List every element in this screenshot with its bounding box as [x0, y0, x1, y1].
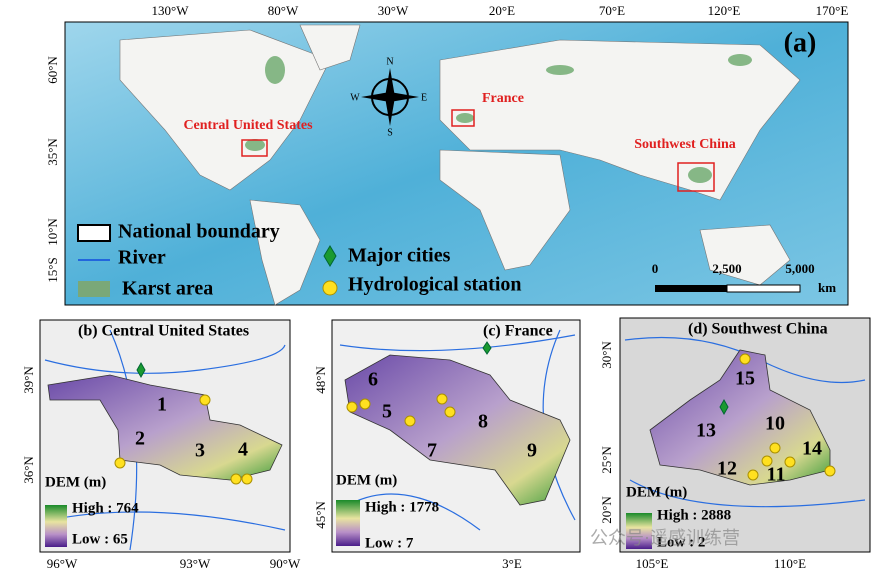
lon-tick-label: 30°W	[378, 3, 409, 18]
dem-bars	[45, 500, 652, 549]
legend-label: Major cities	[348, 245, 451, 267]
lon-tick-label: 90°W	[270, 556, 301, 571]
dem-low: Low : 65	[72, 531, 128, 547]
panel-label: (a)	[784, 27, 817, 58]
lon-tick-label: 93°W	[180, 556, 211, 571]
lon-tick-label: 20°E	[489, 3, 515, 18]
basin-number: 3	[195, 440, 205, 462]
dem-high: High : 1778	[365, 499, 439, 515]
basin-number: 9	[527, 440, 537, 462]
lat-tick-label: 20°N	[599, 496, 614, 524]
lat-tick-label: 30°N	[599, 341, 614, 369]
lon-tick-label: 120°E	[708, 3, 741, 18]
dem-title: DEM (m)	[45, 474, 106, 490]
dem-title: DEM (m)	[626, 484, 687, 500]
scale-label: 0	[652, 261, 659, 276]
legend-label: Karst area	[122, 278, 213, 300]
lon-tick-label: 105°E	[636, 556, 669, 571]
lat-tick-label: 35°N	[45, 138, 60, 166]
basin-number: 8	[478, 411, 488, 433]
lat-tick-label: 45°N	[313, 501, 328, 529]
region-boxes	[241, 109, 715, 192]
legend-label: National boundary	[118, 221, 280, 243]
lon-tick-label: 80°W	[268, 3, 299, 18]
region-label: Southwest China	[634, 137, 736, 152]
lon-tick-label: 3°E	[502, 556, 522, 571]
panel-title: (d) Southwest China	[688, 321, 828, 338]
lat-tick-label: 36°N	[21, 456, 36, 484]
basin-number: 6	[368, 369, 378, 391]
lon-tick-label: 170°E	[816, 3, 849, 18]
panel-title: (c) France	[483, 323, 553, 340]
watermark: 公众号·遥感训练营	[590, 528, 740, 548]
lat-tick-label: 39°N	[21, 366, 36, 394]
lat-tick-label: 48°N	[313, 366, 328, 394]
legend-label: Hydrological station	[348, 274, 522, 296]
basin-number: 11	[767, 464, 786, 486]
region-label: France	[482, 91, 524, 106]
panel-title: (b) Central United States	[78, 323, 249, 340]
scale-unit: km	[818, 280, 836, 295]
lat-tick-label: 10°N	[45, 218, 60, 246]
basin-number: 4	[238, 439, 248, 461]
compass-letter: W	[350, 92, 360, 103]
lon-tick-label: 96°W	[47, 556, 78, 571]
karst-areas	[245, 54, 752, 183]
region-label: Central United States	[183, 118, 313, 133]
basin-number: 12	[717, 458, 737, 480]
dem-high: High : 764	[72, 500, 139, 516]
lat-tick-label: 15°S	[45, 257, 60, 282]
compass-letter: N	[386, 56, 393, 67]
basin-number: 14	[802, 438, 822, 460]
scale-label: 5,000	[785, 261, 814, 276]
scale-label: 2,500	[712, 261, 741, 276]
cities	[136, 341, 729, 416]
compass-letter: S	[387, 127, 393, 138]
compass-letter: E	[421, 92, 427, 103]
lat-tick-label: 60°N	[45, 56, 60, 84]
basins	[47, 349, 831, 506]
basin-number: 10	[765, 413, 785, 435]
lon-tick-label: 130°W	[152, 3, 190, 18]
basin-number: 15	[735, 368, 755, 390]
basin-number: 2	[135, 428, 145, 450]
legend-label: River	[118, 247, 166, 269]
lat-tick-label: 25°N	[599, 446, 614, 474]
lon-tick-label: 70°E	[599, 3, 625, 18]
basin-number: 5	[382, 401, 392, 423]
dem-high: High : 2888	[657, 507, 731, 523]
compass	[361, 68, 419, 126]
dem-title: DEM (m)	[336, 472, 397, 488]
stations	[114, 353, 836, 485]
legend-symbols	[77, 224, 801, 297]
basin-number: 7	[427, 440, 437, 462]
basin-number: 13	[696, 420, 716, 442]
lon-tick-label: 110°E	[774, 556, 806, 571]
dem-low: Low : 2	[657, 534, 705, 550]
dem-low: Low : 7	[365, 535, 414, 551]
basin-number: 1	[157, 394, 167, 416]
